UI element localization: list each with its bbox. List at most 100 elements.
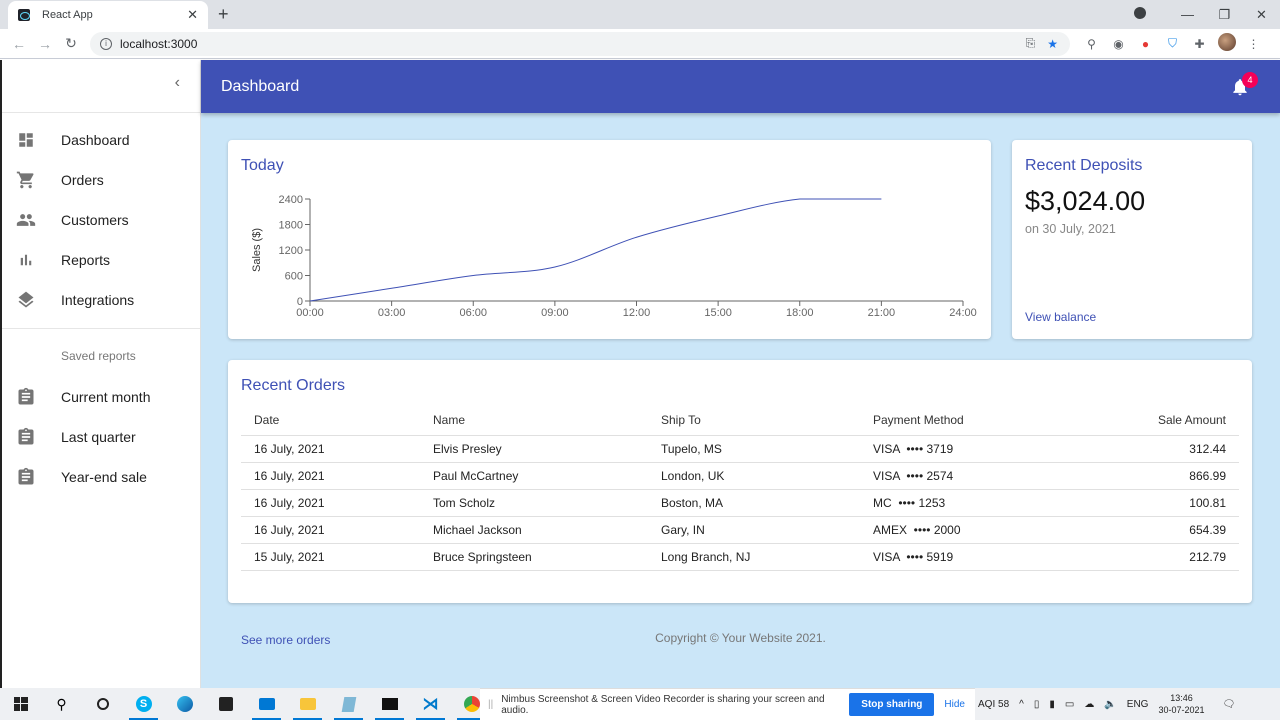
sales-line-chart: 0 600 1200 1800 2400 00:00 03:00 06:00 09:00 12:0…: [251, 194, 977, 319]
start-button[interactable]: [0, 688, 41, 720]
column-header-amount: Sale Amount: [1060, 405, 1239, 436]
sidebar-item-orders[interactable]: Orders: [2, 160, 200, 200]
notepad-icon[interactable]: [328, 688, 369, 720]
url-text[interactable]: localhost:3000: [120, 36, 198, 51]
svg-text:Sales ($): Sales ($): [251, 228, 263, 272]
sidebar: ‹ Dashboard Orders Customers: [0, 60, 201, 688]
notifications-button[interactable]: 4: [1220, 67, 1260, 107]
table-row: 16 July, 2021 Elvis Presley Tupelo, MS V…: [241, 435, 1239, 463]
main-nav: Dashboard Orders Customers Reports: [2, 113, 200, 320]
table-row: 16 July, 2021 Tom Scholz Boston, MA MC •…: [241, 489, 1239, 517]
assignment-icon: [16, 427, 36, 447]
layers-icon: [16, 290, 36, 310]
extension-shield-icon[interactable]: ⛉: [1167, 36, 1177, 50]
see-more-orders-link[interactable]: See more orders: [241, 633, 331, 647]
extension-record-icon[interactable]: ●: [1141, 36, 1150, 51]
cell-date: 16 July, 2021: [241, 489, 420, 517]
cell-amount: 212.79: [1060, 543, 1239, 571]
sidebar-item-current-month[interactable]: Current month: [2, 377, 200, 417]
store-icon[interactable]: [205, 688, 246, 720]
app-root: ‹ Dashboard Orders Customers: [0, 60, 1280, 688]
cortana-icon[interactable]: [82, 688, 123, 720]
search-icon[interactable]: ⚲: [56, 695, 67, 712]
volume-icon[interactable]: 🔈: [1104, 698, 1117, 710]
edge-icon[interactable]: [164, 688, 205, 720]
browser-toolbar: ← → ↻ i localhost:3000 ⎘ ★ ⚲ ◉ ● ⛉ ✚ ⋮: [0, 29, 1280, 59]
windows-logo-icon: [13, 697, 28, 711]
extensions-puzzle-icon[interactable]: ✚: [1194, 36, 1205, 51]
deposit-date: on 30 July, 2021: [1025, 222, 1116, 236]
react-favicon-icon: [18, 9, 30, 21]
browser-menu-icon[interactable]: ⋮: [1247, 36, 1260, 51]
svg-text:1800: 1800: [279, 220, 303, 232]
clock[interactable]: 13:46 30-07-2021: [1158, 692, 1204, 716]
sidebar-item-integrations[interactable]: Integrations: [2, 280, 200, 320]
extensions-area: ⚲ ◉ ● ⛉ ✚ ⋮: [1078, 33, 1267, 54]
bookmark-star-icon[interactable]: ★: [1047, 36, 1058, 51]
svg-text:00:00: 00:00: [296, 307, 324, 319]
minimize-button[interactable]: —: [1181, 7, 1194, 22]
close-window-button[interactable]: ✕: [1256, 6, 1267, 22]
notifications-center-icon[interactable]: 🗨: [1222, 698, 1236, 710]
forward-icon[interactable]: →: [38, 35, 52, 52]
chrome-icon[interactable]: [451, 688, 492, 720]
drag-handle-icon[interactable]: ||: [488, 699, 494, 710]
cell-amount: 100.81: [1060, 489, 1239, 517]
drawer-header: ‹: [2, 60, 200, 113]
profile-avatar[interactable]: [1213, 33, 1240, 54]
sidebar-item-customers[interactable]: Customers: [2, 200, 200, 240]
page-title: Dashboard: [221, 77, 300, 95]
reload-icon[interactable]: ↻: [65, 35, 77, 51]
sidebar-item-dashboard[interactable]: Dashboard: [2, 120, 200, 160]
mail-icon[interactable]: [246, 688, 287, 720]
svg-text:18:00: 18:00: [786, 307, 814, 319]
browser-tab-bar: React App ✕ + — ❐ ✕: [0, 0, 1280, 29]
show-hidden-icons[interactable]: ^: [1019, 698, 1024, 710]
cell-amount: 654.39: [1060, 516, 1239, 544]
address-bar[interactable]: i localhost:3000 ⎘ ★: [90, 31, 1070, 56]
clock-time: 13:46: [1170, 693, 1193, 703]
cell-payment: VISA •••• 2574: [860, 462, 1060, 490]
aqi-widget[interactable]: AQI 58: [978, 698, 1010, 710]
onedrive-icon[interactable]: ☁: [1084, 698, 1095, 710]
restore-button[interactable]: ❐: [1218, 6, 1231, 22]
site-info-icon[interactable]: i: [100, 37, 112, 50]
install-app-icon[interactable]: ⎘: [1025, 36, 1036, 50]
battery-icon[interactable]: ▭: [1064, 698, 1075, 710]
terminal-icon[interactable]: [369, 688, 410, 720]
extension-stamp-icon[interactable]: ⚲: [1087, 36, 1096, 51]
cell-ship-to: Boston, MA: [648, 489, 860, 517]
device-icon[interactable]: ▯: [1033, 698, 1040, 710]
profile-menu-icon[interactable]: [1132, 7, 1169, 22]
assignment-icon: [16, 467, 36, 487]
microphone-icon[interactable]: ▮: [1049, 698, 1055, 710]
sidebar-item-label: Year-end sale: [61, 469, 147, 485]
hide-button[interactable]: Hide: [944, 699, 965, 710]
sidebar-item-last-quarter[interactable]: Last quarter: [2, 417, 200, 457]
table-row: 16 July, 2021 Michael Jackson Gary, IN A…: [241, 516, 1239, 544]
extension-na-icon[interactable]: ◉: [1113, 36, 1124, 51]
collapse-drawer-button[interactable]: ‹: [174, 74, 180, 91]
browser-tab[interactable]: React App ✕: [8, 1, 208, 29]
bar-chart-icon: [16, 250, 36, 270]
tab-close-icon[interactable]: ✕: [187, 7, 198, 22]
vscode-icon[interactable]: ⋊: [410, 688, 451, 720]
svg-text:15:00: 15:00: [704, 307, 732, 319]
cell-date: 16 July, 2021: [241, 435, 420, 463]
new-tab-button[interactable]: +: [218, 4, 229, 24]
sidebar-item-reports[interactable]: Reports: [2, 240, 200, 280]
sidebar-item-label: Last quarter: [61, 429, 136, 445]
back-icon[interactable]: ←: [12, 35, 26, 52]
column-header-date: Date: [241, 405, 420, 436]
sidebar-item-label: Orders: [61, 172, 104, 188]
skype-icon[interactable]: S: [123, 688, 164, 720]
svg-text:09:00: 09:00: [541, 307, 569, 319]
language-indicator[interactable]: ENG: [1126, 698, 1149, 710]
app-bar: Dashboard 4: [201, 60, 1280, 113]
cell-name: Elvis Presley: [420, 435, 648, 463]
view-balance-link[interactable]: View balance: [1025, 310, 1097, 324]
file-explorer-icon[interactable]: [287, 688, 328, 720]
stop-sharing-button[interactable]: Stop sharing: [849, 693, 935, 716]
column-header-name: Name: [420, 405, 648, 436]
sidebar-item-year-end-sale[interactable]: Year-end sale: [2, 457, 200, 497]
